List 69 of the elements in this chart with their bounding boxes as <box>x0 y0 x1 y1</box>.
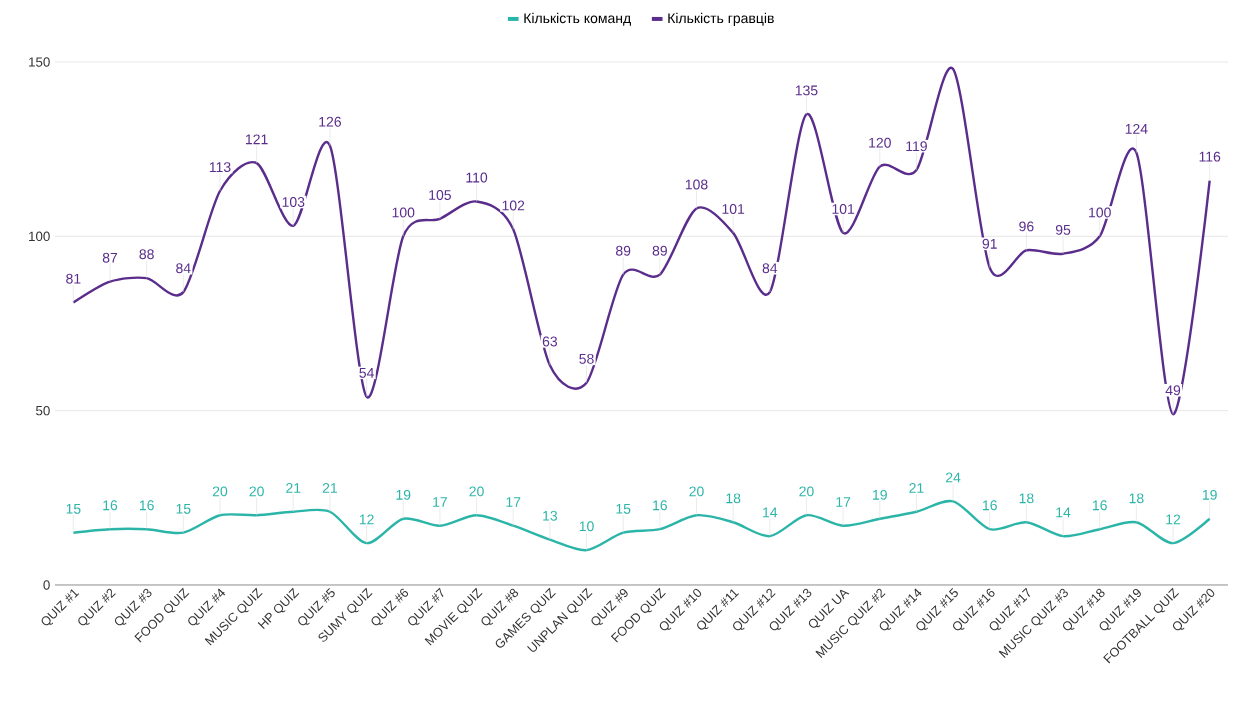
data-label: 17 <box>433 497 447 507</box>
data-label: 14 <box>763 507 778 518</box>
data-label: 13 <box>543 510 558 521</box>
data-label: 21 <box>286 483 301 493</box>
y-tick-label: 50 <box>36 405 50 416</box>
data-label: 20 <box>469 486 484 497</box>
data-label: 19 <box>873 489 887 500</box>
data-label: 84 <box>762 263 778 274</box>
data-label: 88 <box>139 249 154 260</box>
data-label: 14 <box>1056 507 1071 518</box>
data-label: 95 <box>1055 224 1071 235</box>
data-label: 20 <box>799 486 814 497</box>
data-label: 58 <box>579 353 594 364</box>
data-label: 81 <box>66 273 81 284</box>
data-label: 87 <box>102 252 118 263</box>
data-label: 19 <box>396 489 411 500</box>
data-label: 15 <box>176 504 191 514</box>
data-label: 49 <box>1165 385 1181 396</box>
data-label: 121 <box>246 134 268 145</box>
data-label: 110 <box>466 172 488 183</box>
data-label: 101 <box>832 204 855 214</box>
legend-label: Кількість команд <box>524 12 631 26</box>
data-label: 20 <box>212 486 228 497</box>
data-label: 20 <box>689 486 704 497</box>
data-label: 89 <box>616 245 631 256</box>
data-label: 17 <box>836 497 851 507</box>
data-label: 17 <box>506 497 521 507</box>
data-label: 116 <box>1199 151 1221 162</box>
data-label: 103 <box>282 197 305 207</box>
data-label: 84 <box>176 263 191 274</box>
data-label: 21 <box>909 483 924 493</box>
data-label: 91 <box>982 238 997 249</box>
data-label: 24 <box>946 472 961 483</box>
data-label: 18 <box>1129 493 1144 504</box>
data-label: 16 <box>983 500 997 511</box>
data-label: 100 <box>392 207 415 218</box>
y-tick-label: 150 <box>29 57 50 67</box>
data-label: 10 <box>579 521 594 532</box>
data-label: 63 <box>542 336 558 347</box>
data-label: 15 <box>616 504 631 514</box>
y-tick-label: 100 <box>29 231 50 242</box>
data-label: 18 <box>726 493 741 504</box>
data-label: 16 <box>103 500 118 511</box>
data-label: 102 <box>502 200 525 211</box>
data-label: 96 <box>1019 221 1034 232</box>
data-label: 16 <box>653 500 668 511</box>
data-label: 100 <box>1089 207 1111 218</box>
data-label: 12 <box>359 514 374 525</box>
data-label: 21 <box>322 483 338 493</box>
data-label: 15 <box>66 504 81 514</box>
data-label: 16 <box>139 500 154 511</box>
data-label: 16 <box>1092 500 1107 511</box>
data-label: 101 <box>722 204 745 214</box>
data-label: 124 <box>1125 123 1148 134</box>
legend-label: Кількість гравців <box>668 12 774 26</box>
data-label: 18 <box>1019 493 1034 504</box>
data-label: 119 <box>906 141 927 152</box>
y-tick-label: 0 <box>43 580 50 590</box>
data-label: 135 <box>795 85 818 96</box>
data-label: 20 <box>249 486 264 497</box>
data-label: 126 <box>319 116 341 127</box>
data-label: 89 <box>652 245 667 256</box>
data-label: 12 <box>1166 514 1181 525</box>
data-label: 108 <box>685 179 708 190</box>
data-label: 113 <box>209 162 231 173</box>
data-label: 105 <box>429 190 451 200</box>
data-label: 19 <box>1202 489 1217 500</box>
data-label: 54 <box>359 368 374 378</box>
data-label: 120 <box>869 137 891 148</box>
